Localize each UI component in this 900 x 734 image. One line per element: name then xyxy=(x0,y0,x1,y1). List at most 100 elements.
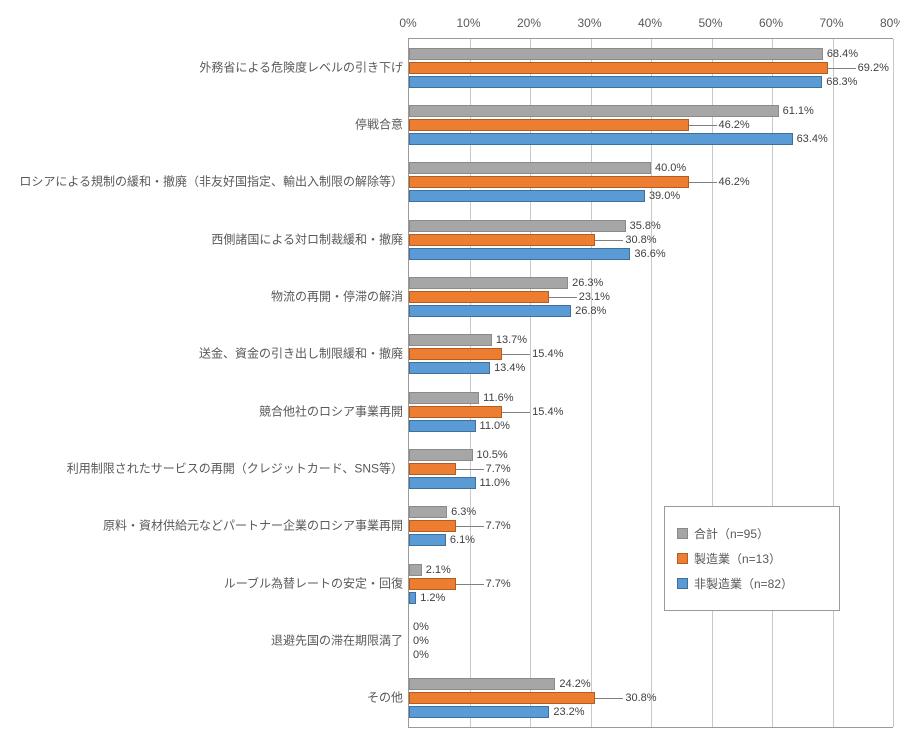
bar-manuf xyxy=(409,463,456,475)
bar-nonmanuf xyxy=(409,248,630,260)
legend-label: 非製造業（n=82） xyxy=(694,575,793,592)
bar-manuf xyxy=(409,406,502,418)
category-label: 停戦合意 xyxy=(3,117,409,132)
bar-nonmanuf xyxy=(409,420,476,432)
leader-line xyxy=(502,354,530,355)
bar-label-nonmanuf: 63.4% xyxy=(797,133,828,145)
bar-total xyxy=(409,506,447,518)
bar-total xyxy=(409,449,473,461)
bar-label-nonmanuf: 39.0% xyxy=(649,190,680,202)
leader-line xyxy=(456,469,484,470)
leader-line xyxy=(549,297,577,298)
bar-label-nonmanuf: 11.0% xyxy=(480,477,510,489)
bar-label-manuf: 46.2% xyxy=(719,176,750,188)
bar-nonmanuf xyxy=(409,592,416,604)
bar-label-total: 10.5% xyxy=(477,449,508,461)
bar-label-total: 0% xyxy=(413,621,429,633)
bar-total xyxy=(409,392,479,404)
category-label: 競合他社のロシア事業再開 xyxy=(3,404,409,419)
leader-line xyxy=(595,240,623,241)
bar-manuf xyxy=(409,291,549,303)
bar-manuf xyxy=(409,62,828,74)
bar-label-nonmanuf: 6.1% xyxy=(450,534,475,546)
plot-area: 外務省による危険度レベルの引き下げ68.4%69.2%68.3%停戦合意61.1… xyxy=(408,38,893,728)
legend-item: 非製造業（n=82） xyxy=(677,575,827,592)
chart-frame: 外務省による危険度レベルの引き下げ68.4%69.2%68.3%停戦合意61.1… xyxy=(0,0,900,734)
bar-nonmanuf xyxy=(409,76,822,88)
bar-total xyxy=(409,220,626,232)
bar-manuf xyxy=(409,176,689,188)
xaxis-tick-label: 70% xyxy=(819,16,843,30)
bar-nonmanuf xyxy=(409,190,645,202)
bar-label-manuf: 0% xyxy=(413,635,429,647)
bar-label-total: 11.6% xyxy=(483,392,513,404)
bar-label-nonmanuf: 1.2% xyxy=(420,592,445,604)
legend-swatch xyxy=(677,578,688,589)
bar-label-manuf: 7.7% xyxy=(486,520,511,532)
xaxis-tick-label: 0% xyxy=(399,16,416,30)
category-row: 競合他社のロシア事業再開11.6%15.4%11.0% xyxy=(409,383,893,440)
xaxis-tick-label: 30% xyxy=(577,16,601,30)
bar-nonmanuf xyxy=(409,706,549,718)
legend: 合計（n=95） 製造業（n=13） 非製造業（n=82） xyxy=(664,506,840,611)
bar-label-manuf: 7.7% xyxy=(486,578,511,590)
category-label: 退避先国の滞在期限満了 xyxy=(3,633,409,648)
xaxis-tick-label: 10% xyxy=(456,16,480,30)
category-row: 西側諸国による対ロ制裁緩和・撤廃35.8%30.8%36.6% xyxy=(409,211,893,268)
legend-item: 合計（n=95） xyxy=(677,525,827,542)
bar-label-total: 26.3% xyxy=(572,277,603,289)
bar-label-total: 40.0% xyxy=(655,162,686,174)
bar-label-manuf: 69.2% xyxy=(858,62,889,74)
bar-manuf xyxy=(409,520,456,532)
category-label: 送金、資金の引き出し制限緩和・撤廃 xyxy=(3,347,409,362)
bar-total xyxy=(409,48,823,60)
xaxis-tick-label: 60% xyxy=(759,16,783,30)
leader-line xyxy=(456,526,484,527)
bar-nonmanuf xyxy=(409,362,490,374)
bar-label-manuf: 7.7% xyxy=(486,463,511,475)
bar-label-total: 61.1% xyxy=(783,105,814,117)
bar-nonmanuf xyxy=(409,534,446,546)
bar-label-manuf: 30.8% xyxy=(625,234,656,246)
bar-total xyxy=(409,334,492,346)
legend-item: 製造業（n=13） xyxy=(677,550,827,567)
xaxis-tick-label: 80% xyxy=(880,16,900,30)
legend-label: 製造業（n=13） xyxy=(694,550,781,567)
leader-line xyxy=(456,584,484,585)
bar-label-total: 24.2% xyxy=(559,678,590,690)
category-row: 物流の再開・停滞の解消26.3%23.1%26.8% xyxy=(409,268,893,325)
bar-label-manuf: 46.2% xyxy=(719,119,750,131)
legend-swatch xyxy=(677,553,688,564)
leader-line xyxy=(595,698,623,699)
category-row: 停戦合意61.1%46.2%63.4% xyxy=(409,96,893,153)
bar-label-nonmanuf: 68.3% xyxy=(826,76,857,88)
bar-label-manuf: 30.8% xyxy=(625,692,656,704)
leader-line xyxy=(828,68,856,69)
gridline xyxy=(893,39,894,727)
bar-label-total: 6.3% xyxy=(451,506,476,518)
bar-manuf xyxy=(409,348,502,360)
legend-swatch xyxy=(677,528,688,539)
bar-manuf xyxy=(409,119,689,131)
xaxis-tick-label: 50% xyxy=(698,16,722,30)
category-row: その他24.2%30.8%23.2% xyxy=(409,670,893,727)
leader-line xyxy=(689,125,717,126)
bar-label-nonmanuf: 11.0% xyxy=(480,420,510,432)
category-label: 原料・資材供給元などパートナー企業のロシア事業再開 xyxy=(3,519,409,534)
bar-label-total: 35.8% xyxy=(630,220,661,232)
category-row: 利用制限されたサービスの再開（クレジットカード、SNS等）10.5%7.7%11… xyxy=(409,440,893,497)
bar-total xyxy=(409,678,555,690)
bar-label-manuf: 15.4% xyxy=(532,348,563,360)
leader-line xyxy=(689,182,717,183)
bar-label-total: 2.1% xyxy=(426,564,451,576)
bar-label-nonmanuf: 36.6% xyxy=(634,248,665,260)
bar-manuf xyxy=(409,578,456,590)
bar-total xyxy=(409,564,422,576)
xaxis-tick-label: 20% xyxy=(517,16,541,30)
category-row: 送金、資金の引き出し制限緩和・撤廃13.7%15.4%13.4% xyxy=(409,326,893,383)
category-row: 退避先国の滞在期限満了0%0%0% xyxy=(409,612,893,669)
bar-total xyxy=(409,277,568,289)
bar-label-nonmanuf: 26.8% xyxy=(575,305,606,317)
bar-label-nonmanuf: 23.2% xyxy=(553,706,584,718)
category-label: 西側諸国による対ロ制裁緩和・撤廃 xyxy=(3,232,409,247)
